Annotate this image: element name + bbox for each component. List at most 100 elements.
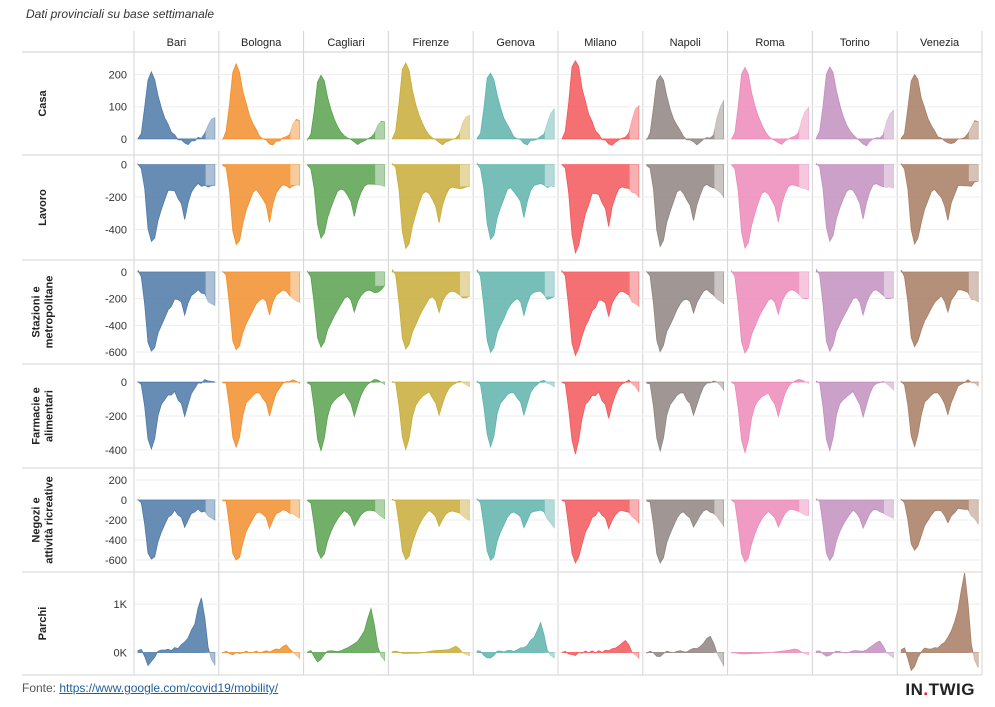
area-row-4-venezia [900,498,979,551]
recent-period-band [544,109,554,139]
y-tick-label: 0 [121,160,127,172]
area-row-5-napoli [646,635,724,667]
source-footer: Fonte: https://www.google.com/covid19/mo… [22,681,278,695]
recent-period-band [290,652,300,659]
brand-logo: IN.TWIG [905,680,975,700]
area-row-2-cagliari [307,270,385,349]
recent-period-band [375,121,385,139]
area-row-3-bologna [222,379,300,449]
area-row-4-milano [561,499,640,564]
y-tick-label: 200 [109,70,127,82]
y-tick-label: 1K [114,599,128,611]
recent-period-band [799,500,809,516]
recent-period-band [714,164,724,197]
row-label-line: Negozi e [31,497,43,542]
recent-period-band [883,164,894,188]
y-tick-label: -200 [105,294,127,306]
area-row-1-firenze [392,163,470,250]
area-row-0-roma [731,66,809,145]
area-row-5-cagliari [307,607,385,663]
y-tick-label: 0K [114,648,128,660]
area-row-1-venezia [900,162,979,246]
area-row-5-bologna [222,644,300,660]
source-label: Fonte: [22,681,57,695]
recent-period-band [799,382,809,384]
recent-period-band [205,500,215,520]
recent-period-band [375,500,385,519]
area-row-1-genova [476,162,555,241]
y-tick-label: -200 [105,192,127,204]
area-row-0-genova [476,72,555,146]
recent-period-band [883,272,894,298]
recent-period-band [968,500,978,524]
area-row-3-firenze [392,380,470,451]
recent-period-band [799,272,809,299]
recent-period-band [799,107,809,139]
y-tick-label: 0 [121,267,127,279]
recent-period-band [375,652,385,661]
area-row-5-milano [561,640,640,660]
area-row-5-firenze [392,645,470,657]
y-tick-label: -400 [105,535,127,547]
recent-period-band [290,272,300,303]
column-header-napoli: Napoli [670,37,701,49]
row-label-line: Casa [37,89,49,116]
recent-period-band [714,272,724,304]
y-tick-label: -400 [105,224,127,236]
area-row-1-milano [561,164,640,255]
recent-period-band [459,652,470,656]
recent-period-band [205,164,215,186]
area-row-3-genova [476,379,555,449]
recent-period-band [544,164,554,187]
recent-period-band [629,382,639,392]
y-tick-label: 0 [121,134,127,146]
recent-period-band [544,272,554,297]
recent-period-band [883,652,894,658]
row-label-4: Negozi e attività ricreative [31,476,56,563]
area-row-3-milano [561,379,640,455]
area-row-1-bari [137,162,216,243]
column-header-roma: Roma [755,37,785,49]
area-row-4-bari [137,498,216,560]
source-link[interactable]: https://www.google.com/covid19/mobility/ [59,681,279,695]
area-row-5-torino [816,640,894,659]
y-tick-label: -600 [105,555,127,567]
recent-period-band [799,164,809,190]
recent-period-band [459,500,470,521]
area-row-2-genova [476,269,555,354]
y-tick-label: -200 [105,515,127,527]
column-header-genova: Genova [496,37,535,49]
recent-period-band [544,382,554,387]
recent-period-band [290,120,300,139]
brand-logo-after: TWIG [928,680,975,699]
area-row-0-venezia [900,73,979,145]
area-row-0-bologna [222,62,300,146]
area-row-2-bologna [222,270,300,351]
area-row-3-cagliari [307,379,385,453]
recent-period-band [205,272,215,306]
brand-logo-dot: . [923,680,929,699]
row-label-line: Stazioni e [31,286,43,337]
area-row-2-napoli [646,270,724,353]
column-header-cagliari: Cagliari [327,37,364,49]
recent-period-band [714,101,724,139]
area-row-3-bari [137,379,216,451]
area-row-5-bari [137,597,216,667]
row-label-line: metropolitane [44,276,56,349]
recent-period-band [544,500,554,528]
recent-period-band [375,272,385,286]
recent-period-band [544,652,554,658]
area-row-1-roma [731,164,809,250]
area-row-0-cagliari [307,74,385,145]
recent-period-band [883,110,894,139]
row-label-2: Stazioni e metropolitane [31,276,56,349]
area-row-0-bari [137,70,216,146]
recent-period-band [883,382,894,390]
recent-period-band [290,500,300,519]
row-label-5: Parchi [37,607,49,641]
row-label-1: Lavoro [37,189,49,226]
row-label-3: Farmacie e alimentari [31,387,56,444]
area-row-4-napoli [646,499,724,564]
area-row-1-cagliari [307,164,385,240]
